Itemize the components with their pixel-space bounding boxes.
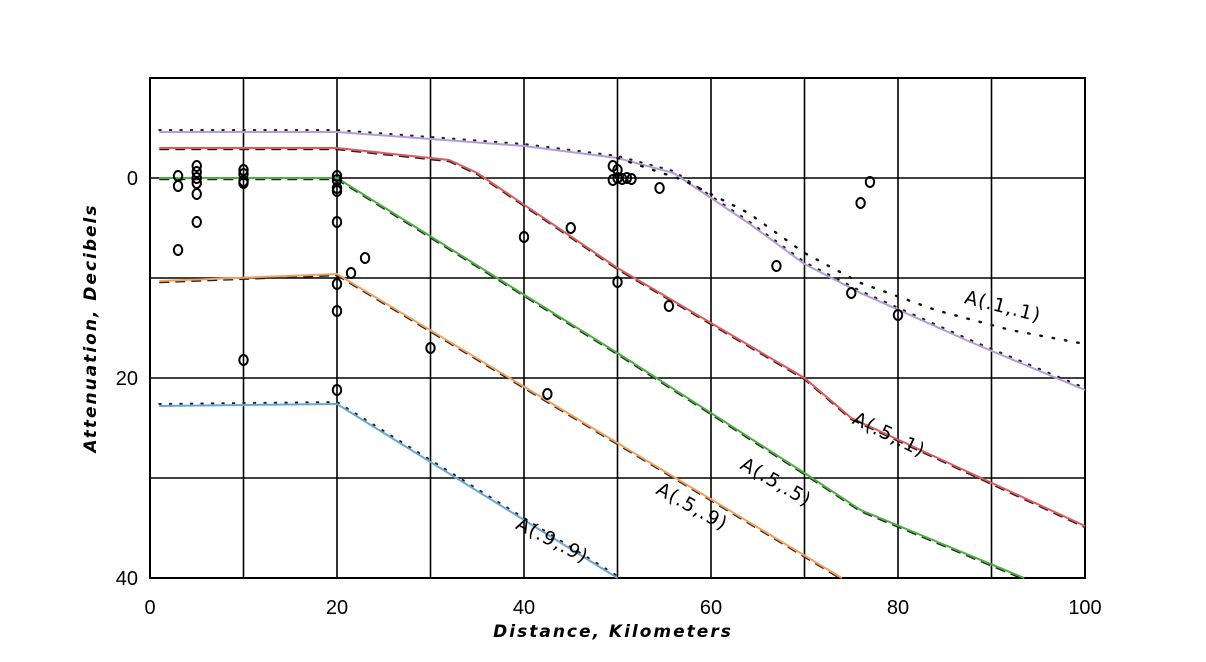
chart-grid	[149, 77, 1086, 579]
observation-point	[191, 216, 202, 228]
observation-point	[331, 185, 343, 197]
observation-point	[425, 342, 436, 354]
observation-point	[626, 173, 637, 185]
observation-point	[172, 180, 184, 192]
observation-point	[238, 354, 249, 366]
tick-labels: 0 20 40 60 80 100 0 20 40	[116, 168, 1102, 619]
observation-point	[191, 160, 202, 172]
observation-point	[331, 384, 343, 396]
y-axis-label: Attenuation, Decibels	[81, 204, 101, 455]
series-reference-dashes	[159, 178, 1025, 581]
series-layer	[158, 129, 1087, 581]
x-axis-label: Distance, Kilometers	[493, 622, 733, 642]
series-line	[159, 272, 843, 579]
observation-point	[542, 388, 553, 400]
observation-point	[331, 170, 343, 182]
series-reference-dashes	[159, 148, 1086, 529]
series-line	[159, 131, 1086, 391]
series-line	[159, 177, 1025, 579]
observation-point	[855, 197, 866, 209]
y-tick-label: 0	[127, 168, 138, 190]
x-tick-label: 40	[513, 597, 535, 619]
series-reference-dots	[158, 400, 619, 577]
observation-points	[172, 160, 904, 400]
observation-point	[607, 174, 619, 186]
observation-point	[892, 309, 904, 321]
observation-point	[518, 231, 530, 243]
observation-point	[191, 172, 202, 184]
observation-point	[331, 216, 343, 228]
y-tick-label: 40	[116, 568, 138, 590]
observation-point	[771, 260, 782, 272]
observation-point	[172, 244, 184, 256]
x-tick-label: 80	[887, 597, 909, 619]
observation-point	[612, 164, 623, 176]
observation-point	[331, 305, 343, 317]
observation-point	[621, 172, 633, 184]
observation-point	[864, 176, 876, 188]
x-tick-label: 20	[326, 597, 348, 619]
curve-label: A(.5,.5)	[737, 453, 816, 511]
observation-point	[654, 182, 665, 194]
observation-point	[331, 278, 343, 290]
observation-point	[359, 252, 371, 264]
observation-point	[846, 287, 857, 299]
observation-point	[663, 300, 675, 312]
observation-point	[565, 222, 576, 234]
curve-label: A(.5,.1)	[849, 408, 929, 462]
x-tick-label: 60	[700, 597, 722, 619]
observation-point	[191, 188, 202, 200]
series-line	[159, 402, 619, 579]
observation-point	[345, 267, 357, 279]
observation-point	[612, 276, 623, 288]
series-reference-dashes	[159, 274, 843, 581]
series-line	[159, 147, 1086, 527]
x-tick-label: 0	[144, 597, 155, 619]
observation-point	[238, 177, 249, 189]
y-tick-label: 20	[116, 368, 138, 390]
x-tick-label: 100	[1068, 597, 1101, 619]
curve-label: A(.1,.1)	[962, 287, 1043, 327]
